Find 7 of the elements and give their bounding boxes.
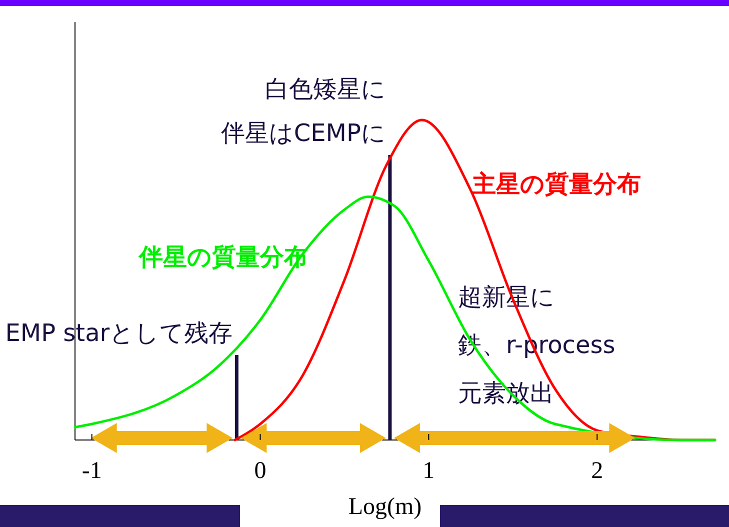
x-axis-title: Log(m) [348, 494, 422, 520]
ref-line-label: 白色矮星に伴星はCEMPに [220, 75, 386, 147]
x-tick-label: 0 [254, 458, 266, 484]
x-tick-label: 2 [591, 458, 604, 484]
x-tick-label: -1 [82, 458, 102, 484]
series-label: 主星の質量分布 [470, 170, 641, 198]
x-tick-label: 1 [422, 458, 435, 484]
